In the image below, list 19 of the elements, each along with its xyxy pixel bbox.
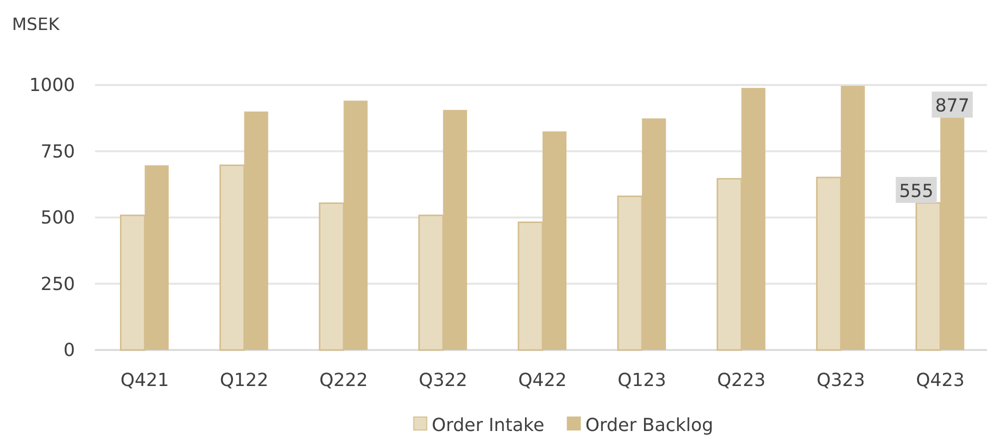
- legend-label: Order Intake: [432, 415, 544, 436]
- y-tick-label: 750: [40, 141, 75, 162]
- y-tick-label: 1000: [29, 75, 75, 96]
- x-tick-label: Q222: [319, 370, 368, 391]
- data-label: 877: [935, 96, 970, 117]
- x-tick-label: Q223: [717, 370, 766, 391]
- legend-label: Order Backlog: [585, 415, 714, 436]
- x-tick-label: Q323: [816, 370, 866, 391]
- y-tick-label: 250: [40, 274, 75, 295]
- x-tick-label: Q123: [618, 370, 666, 391]
- x-tick-label: Q122: [220, 370, 268, 391]
- x-tick-label: Q421: [120, 370, 169, 391]
- x-tick-label: Q322: [418, 370, 468, 391]
- y-axis-title: MSEK: [12, 15, 60, 35]
- x-tick-label: Q423: [916, 370, 965, 391]
- data-label: 555: [899, 180, 934, 202]
- y-tick-label: 500: [40, 208, 75, 228]
- y-tick-label: 0: [64, 340, 75, 361]
- x-tick-label: Q422: [518, 370, 567, 391]
